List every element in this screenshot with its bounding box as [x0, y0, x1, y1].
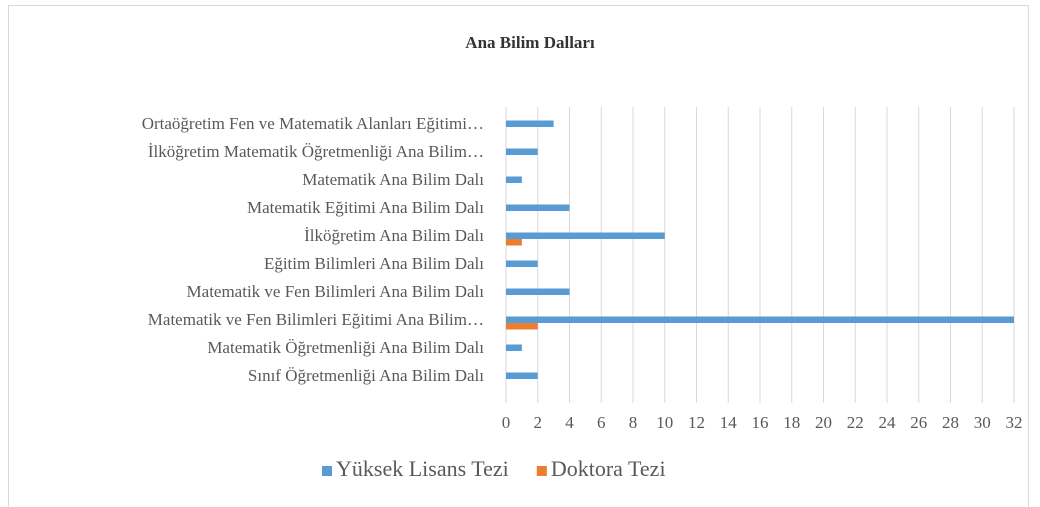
bar	[506, 323, 538, 330]
bar	[506, 176, 522, 183]
x-tick-label: 6	[597, 413, 606, 432]
x-tick-label: 16	[752, 413, 769, 432]
x-tick-label: 10	[656, 413, 673, 432]
legend-label: Yüksek Lisans Tezi	[336, 456, 509, 481]
x-tick-label: 12	[688, 413, 705, 432]
y-tick-label: Sınıf Öğretmenliği Ana Bilim Dalı	[248, 366, 484, 385]
y-tick-label: Matematik ve Fen Bilimleri Ana Bilim Dal…	[187, 282, 485, 301]
bar	[506, 239, 522, 246]
x-tick-label: 26	[910, 413, 927, 432]
bar	[506, 344, 522, 351]
x-tick-label: 14	[720, 413, 738, 432]
y-tick-label: İlköğretim Ana Bilim Dalı	[304, 226, 484, 245]
x-tick-label: 30	[974, 413, 991, 432]
x-tick-label: 2	[534, 413, 543, 432]
y-tick-label: Matematik Öğretmenliği Ana Bilim Dalı	[207, 338, 484, 357]
x-tick-label: 0	[502, 413, 511, 432]
x-tick-label: 24	[879, 413, 897, 432]
bar	[506, 288, 570, 295]
bar	[506, 232, 665, 239]
x-tick-label: 8	[629, 413, 638, 432]
y-tick-label: Matematik ve Fen Bilimleri Eğitimi Ana B…	[148, 310, 484, 329]
legend-label: Doktora Tezi	[551, 456, 666, 481]
bar	[506, 316, 1014, 323]
bar	[506, 204, 570, 211]
bar	[506, 260, 538, 267]
chart-title: Ana Bilim Dalları	[465, 33, 595, 52]
legend-swatch	[322, 466, 332, 476]
bar	[506, 148, 538, 155]
x-tick-label: 18	[783, 413, 800, 432]
x-tick-label: 20	[815, 413, 832, 432]
x-tick-label: 28	[942, 413, 959, 432]
x-tick-label: 32	[1006, 413, 1023, 432]
y-tick-label: İlköğretim Matematik Öğretmenliği Ana Bi…	[148, 142, 484, 161]
y-tick-label: Matematik Eğitimi Ana Bilim Dalı	[247, 198, 484, 217]
y-tick-label: Eğitim Bilimleri Ana Bilim Dalı	[264, 254, 484, 273]
x-tick-label: 4	[565, 413, 574, 432]
chart-frame	[8, 5, 1029, 507]
legend-swatch	[536, 466, 547, 476]
y-tick-label: Matematik Ana Bilim Dalı	[302, 170, 484, 189]
bar	[506, 120, 554, 127]
bar	[506, 372, 538, 379]
y-tick-label: Ortaöğretim Fen ve Matematik Alanları Eğ…	[142, 114, 484, 133]
x-tick-label: 22	[847, 413, 864, 432]
